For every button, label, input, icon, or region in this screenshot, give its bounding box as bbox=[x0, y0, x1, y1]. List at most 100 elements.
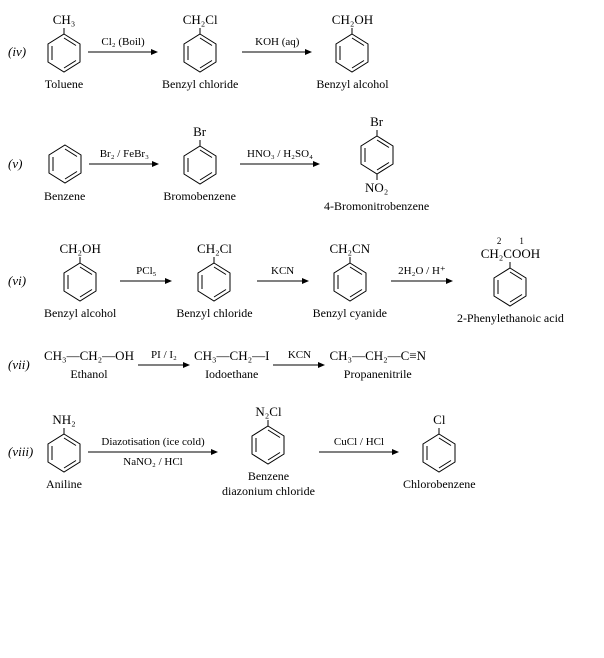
arrow-kcn2: KCN bbox=[269, 349, 329, 381]
reag-hno3: HNO₃ / H₂SO₄ bbox=[247, 148, 313, 160]
reaction-iv: (iv) CH₃ Toluene Cl₂ (Boil) CH₂Cl Benzyl… bbox=[8, 12, 596, 92]
reag-h2o: 2H₂O / H⁺ bbox=[398, 265, 446, 277]
mol-toluene: CH₃ Toluene bbox=[44, 12, 84, 92]
arrow-icon bbox=[240, 160, 320, 168]
name-iodoethane: Iodoethane bbox=[205, 367, 258, 382]
roman-viii: (viii) bbox=[8, 444, 44, 460]
name-diazonium2: diazonium chloride bbox=[222, 484, 315, 499]
reag-cl2: Cl₂ (Boil) bbox=[101, 36, 144, 48]
name-4bromonitrobenzene: 4-Bromonitrobenzene bbox=[324, 199, 429, 214]
sub-nh2: NH₂ bbox=[52, 412, 75, 428]
reag-kcn: KCN bbox=[271, 265, 294, 277]
arrow-icon bbox=[242, 48, 312, 56]
arrow-icon bbox=[89, 160, 159, 168]
reag-diazo: Diazotisation (ice cold) bbox=[101, 436, 204, 448]
reaction-viii: (viii) NH₂ Aniline Diazotisation (ice co… bbox=[8, 404, 596, 499]
reag-koh: KOH (aq) bbox=[255, 36, 299, 48]
mol-bromobenzene: Br Bromobenzene bbox=[163, 124, 236, 204]
sub-ch2cn: CH₂CN bbox=[329, 241, 370, 257]
arrow-kcn: KCN bbox=[253, 265, 313, 297]
mol-benzylchloride: CH₂Cl Benzyl chloride bbox=[162, 12, 238, 92]
name-ethanol: Ethanol bbox=[70, 367, 107, 382]
mol-benzylcyanide: CH₂CN Benzyl cyanide bbox=[313, 241, 387, 321]
roman-vi: (vi) bbox=[8, 273, 44, 289]
name-chlorobenzene: Chlorobenzene bbox=[403, 477, 476, 492]
reag-kcn2: KCN bbox=[288, 349, 311, 361]
mol-iodoethane: CH₃—CH₂—I Iodoethane bbox=[194, 348, 270, 382]
mol-ethanol: CH₃—CH₂—OH Ethanol bbox=[44, 348, 134, 382]
name-propanenitrile: Propanenitrile bbox=[344, 367, 412, 382]
reaction-vi: (vi) CH₂OH Benzyl alcohol PCl₅ CH₂Cl Ben… bbox=[8, 236, 596, 326]
arrow-icon bbox=[391, 277, 453, 285]
name-bc2: Benzyl chloride bbox=[176, 306, 252, 321]
arrow-icon bbox=[120, 277, 172, 285]
mol-propanenitrile: CH₃—CH₂—C≡N Propanenitrile bbox=[329, 348, 426, 382]
name-bromobenzene: Bromobenzene bbox=[163, 189, 236, 204]
benzene-icon bbox=[357, 130, 397, 182]
name-pea: 2-Phenylethanoic acid bbox=[457, 311, 564, 326]
mol-benzene: Benzene bbox=[44, 124, 85, 204]
sub-cl: Cl bbox=[433, 412, 445, 428]
name-benzene: Benzene bbox=[44, 189, 85, 204]
roman-vii: (vii) bbox=[8, 357, 44, 373]
arrow-cucl: CuCl / HCl bbox=[315, 436, 403, 468]
mol-aniline: NH₂ Aniline bbox=[44, 412, 84, 492]
sub-ch2cooh: CH₂COOH bbox=[481, 246, 540, 262]
arrow-pi: PI / I₂ bbox=[134, 349, 194, 381]
sub-n2cl: N₂Cl bbox=[255, 404, 281, 420]
name-diazonium1: Benzene bbox=[248, 469, 289, 484]
arrow-icon bbox=[138, 361, 190, 369]
name-benzylchloride: Benzyl chloride bbox=[162, 77, 238, 92]
mol-benzylalcohol: CH₂OH Benzyl alcohol bbox=[316, 12, 388, 92]
arrow-cl2: Cl₂ (Boil) bbox=[84, 36, 162, 68]
arrow-icon bbox=[88, 48, 158, 56]
benzene-icon bbox=[248, 420, 288, 466]
sub-br: Br bbox=[193, 124, 206, 140]
mol-chlorobenzene: Cl Chlorobenzene bbox=[403, 412, 476, 492]
reag-pcl5: PCl₅ bbox=[136, 265, 156, 277]
benzene-icon bbox=[194, 257, 234, 303]
mol-phenylethanoic: 2 1 CH₂COOH 2-Phenylethanoic acid bbox=[457, 236, 564, 326]
f-propanenitrile: CH₃—CH₂—C≡N bbox=[329, 348, 426, 364]
reag-pi: PI / I₂ bbox=[151, 349, 177, 361]
name-bcy: Benzyl cyanide bbox=[313, 306, 387, 321]
pos-21: 2 1 bbox=[457, 236, 564, 246]
sub-ch2cl: CH₂Cl bbox=[183, 12, 218, 28]
name-aniline: Aniline bbox=[46, 477, 82, 492]
reag-br2: Br₂ / FeBr₃ bbox=[100, 148, 149, 160]
benzene-icon bbox=[490, 262, 530, 308]
arrow-icon bbox=[319, 448, 399, 456]
arrow-hno3: HNO₃ / H₂SO₄ bbox=[236, 148, 324, 180]
benzene-icon bbox=[330, 257, 370, 303]
mol-diazonium: N₂Cl Benzene diazonium chloride bbox=[222, 404, 315, 499]
benzene-icon bbox=[44, 28, 84, 74]
mol-benzylalcohol2: CH₂OH Benzyl alcohol bbox=[44, 241, 116, 321]
benzene-icon bbox=[419, 428, 459, 474]
benzene-icon bbox=[332, 28, 372, 74]
benzene-icon bbox=[44, 428, 84, 474]
arrow-diazo: Diazotisation (ice cold) NaNO₂ / HCl bbox=[84, 436, 222, 468]
sub-ch2oh: CH₂OH bbox=[332, 12, 373, 28]
sub-br2: Br bbox=[370, 114, 383, 130]
arrow-icon bbox=[257, 277, 309, 285]
arrow-br2: Br₂ / FeBr₃ bbox=[85, 148, 163, 180]
arrow-h2o: 2H₂O / H⁺ bbox=[387, 265, 457, 297]
arrow-icon bbox=[88, 448, 218, 456]
reaction-v: (v) Benzene Br₂ / FeBr₃ Br Bromobenzene … bbox=[8, 114, 596, 214]
mol-benzylchloride2: CH₂Cl Benzyl chloride bbox=[176, 241, 252, 321]
benzene-icon bbox=[60, 257, 100, 303]
arrow-icon bbox=[273, 361, 325, 369]
sub-ch2oh2: CH₂OH bbox=[59, 241, 100, 257]
roman-v: (v) bbox=[8, 156, 44, 172]
reaction-vii: (vii) CH₃—CH₂—OH Ethanol PI / I₂ CH₃—CH₂… bbox=[8, 348, 596, 382]
reag-nano2: NaNO₂ / HCl bbox=[123, 456, 182, 468]
name-toluene: Toluene bbox=[45, 77, 83, 92]
sub-ch3: CH₃ bbox=[53, 12, 76, 28]
sub-no2: NO₂ bbox=[365, 180, 388, 196]
benzene-icon bbox=[45, 140, 85, 186]
benzene-icon bbox=[180, 140, 220, 186]
f-iodoethane: CH₃—CH₂—I bbox=[194, 348, 270, 364]
sub-ch2cl2: CH₂Cl bbox=[197, 241, 232, 257]
name-ba2: Benzyl alcohol bbox=[44, 306, 116, 321]
mol-4bromonitrobenzene: Br NO₂ 4-Bromonitrobenzene bbox=[324, 114, 429, 214]
